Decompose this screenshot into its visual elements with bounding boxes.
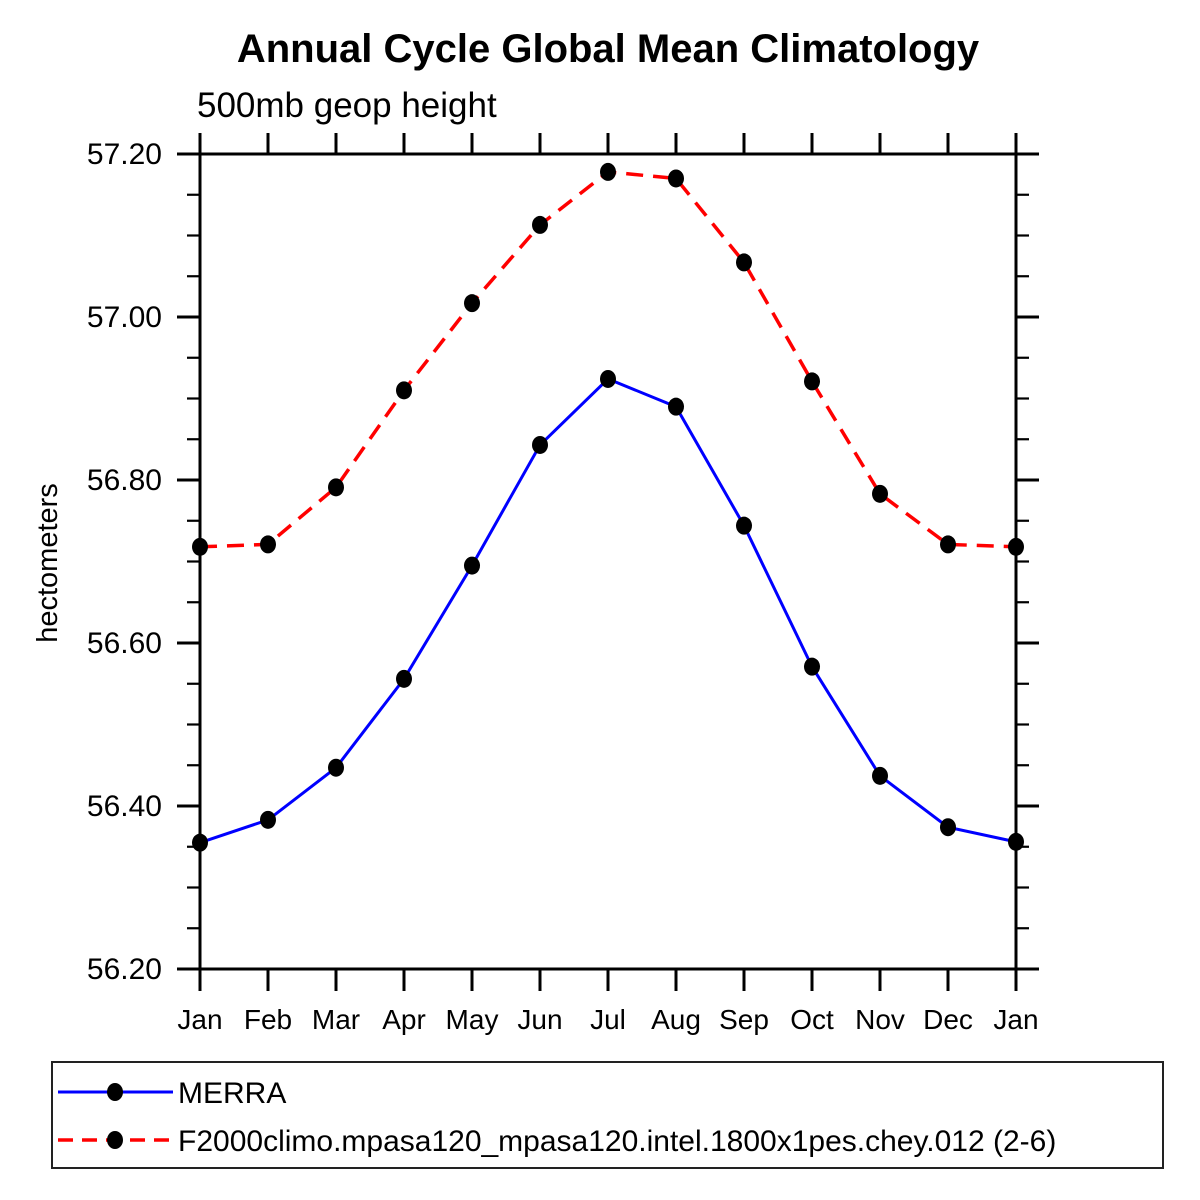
chart-subtitle: 500mb geop height bbox=[197, 86, 497, 125]
data-point bbox=[940, 535, 956, 554]
data-point bbox=[192, 833, 208, 852]
x-tick-label: Dec bbox=[923, 1004, 973, 1035]
data-point bbox=[1008, 832, 1024, 851]
legend: MERRA F2000climo.mpasa120_mpasa120.intel.… bbox=[51, 1061, 1164, 1169]
data-point bbox=[260, 810, 276, 829]
data-point bbox=[192, 537, 208, 556]
x-tick-label: Jan bbox=[177, 1004, 222, 1035]
data-point bbox=[736, 516, 752, 535]
data-point bbox=[464, 294, 480, 313]
data-point bbox=[328, 478, 344, 497]
y-tick-labels: 56.20 56.40 56.60 56.80 57.00 57.20 bbox=[87, 138, 162, 986]
y-axis-label: hectometers bbox=[32, 483, 64, 643]
series-line bbox=[199, 170, 1017, 549]
x-tick-labels: Jan Feb Mar Apr May Jun Jul Aug Sep Oct Nov Dec Jan bbox=[177, 1004, 1038, 1035]
legend-marker bbox=[107, 1131, 123, 1149]
x-tick-label: Sep bbox=[719, 1004, 769, 1035]
data-point bbox=[872, 484, 888, 503]
data-point bbox=[532, 435, 548, 454]
y-tick-label: 57.20 bbox=[87, 138, 162, 171]
data-point bbox=[600, 162, 616, 181]
data-point bbox=[600, 369, 616, 388]
x-tick-label: Nov bbox=[855, 1004, 905, 1035]
x-tick-label: Mar bbox=[312, 1004, 360, 1035]
data-point bbox=[396, 669, 412, 688]
data-point bbox=[1008, 537, 1024, 556]
legend-label: MERRA bbox=[178, 1077, 286, 1110]
legend-box bbox=[51, 1061, 1164, 1169]
data-point bbox=[668, 397, 684, 416]
legend-label: F2000climo.mpasa120_mpasa120.intel.1800x… bbox=[178, 1125, 1056, 1158]
y-tick-label: 56.40 bbox=[87, 790, 162, 823]
chart-title: Annual Cycle Global Mean Climatology bbox=[237, 27, 980, 71]
x-tick-label: Feb bbox=[244, 1004, 292, 1035]
data-point bbox=[396, 381, 412, 400]
data-point bbox=[260, 535, 276, 554]
x-tick-label: Oct bbox=[790, 1004, 834, 1035]
data-point bbox=[736, 253, 752, 272]
data-point bbox=[804, 657, 820, 676]
y-tick-label: 56.60 bbox=[87, 627, 162, 660]
plot-axes bbox=[177, 133, 1039, 991]
legend-marker bbox=[107, 1083, 123, 1101]
data-point bbox=[668, 169, 684, 188]
data-point bbox=[532, 215, 548, 234]
data-series bbox=[192, 162, 1024, 852]
y-tick-label: 56.80 bbox=[87, 464, 162, 497]
x-tick-label: Apr bbox=[382, 1004, 426, 1035]
data-point bbox=[804, 372, 820, 391]
x-tick-label: Aug bbox=[651, 1004, 701, 1035]
data-point bbox=[940, 818, 956, 837]
data-point bbox=[328, 758, 344, 777]
x-tick-label: Jul bbox=[590, 1004, 626, 1035]
y-tick-label: 57.00 bbox=[87, 301, 162, 334]
plot-frame bbox=[198, 152, 1018, 971]
x-tick-label: Jun bbox=[517, 1004, 562, 1035]
series-line bbox=[199, 377, 1017, 845]
y-tick-label: 56.20 bbox=[87, 953, 162, 986]
x-tick-label: May bbox=[446, 1004, 499, 1035]
data-point bbox=[464, 556, 480, 575]
data-point bbox=[872, 766, 888, 785]
x-tick-label: Jan bbox=[993, 1004, 1038, 1035]
